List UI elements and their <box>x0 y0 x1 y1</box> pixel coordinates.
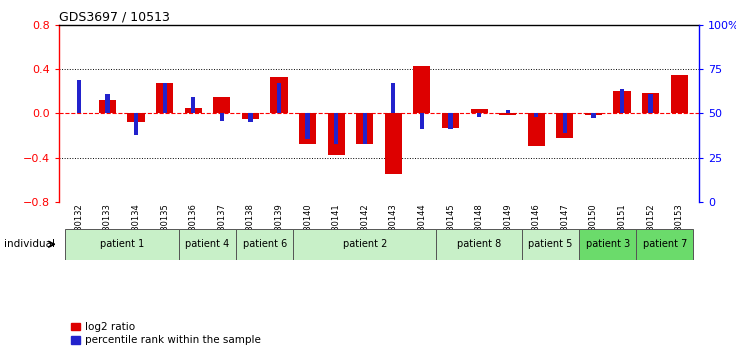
Text: patient 4: patient 4 <box>185 239 230 249</box>
Text: patient 1: patient 1 <box>99 239 144 249</box>
Bar <box>642 93 659 113</box>
Bar <box>585 113 602 115</box>
Bar <box>328 113 344 155</box>
Bar <box>414 66 431 113</box>
Bar <box>191 97 195 113</box>
Bar <box>448 113 453 129</box>
Bar <box>156 84 173 113</box>
Bar <box>670 75 687 113</box>
Bar <box>470 109 488 113</box>
Bar <box>392 84 395 113</box>
Bar <box>213 97 230 113</box>
Bar <box>436 229 522 259</box>
Bar <box>420 113 424 129</box>
Text: patient 5: patient 5 <box>528 239 573 249</box>
Bar <box>528 113 545 147</box>
Bar <box>299 113 316 144</box>
Bar <box>499 113 516 115</box>
Bar <box>134 113 138 136</box>
Bar <box>179 229 236 259</box>
Text: patient 3: patient 3 <box>586 239 630 249</box>
Bar <box>477 113 481 116</box>
Bar <box>127 113 145 122</box>
Text: patient 6: patient 6 <box>243 239 287 249</box>
Bar <box>219 113 224 121</box>
Bar <box>334 113 339 144</box>
Bar <box>163 84 167 113</box>
Text: patient 7: patient 7 <box>643 239 687 249</box>
Text: individual: individual <box>4 239 54 249</box>
Bar <box>637 229 693 259</box>
Bar <box>277 84 281 113</box>
Bar <box>363 113 367 144</box>
Bar <box>242 113 259 119</box>
Bar <box>613 91 631 113</box>
Bar <box>648 95 653 113</box>
Text: GDS3697 / 10513: GDS3697 / 10513 <box>59 11 170 24</box>
Bar <box>563 113 567 133</box>
Bar <box>442 113 459 128</box>
Bar <box>99 100 116 113</box>
Bar <box>506 110 510 113</box>
Bar <box>305 113 310 139</box>
Bar <box>620 89 624 113</box>
Bar <box>105 95 110 113</box>
Bar <box>293 229 436 259</box>
Text: patient 8: patient 8 <box>457 239 501 249</box>
Bar <box>77 80 81 113</box>
Text: patient 2: patient 2 <box>342 239 387 249</box>
Bar <box>591 113 595 118</box>
Bar <box>556 113 573 138</box>
Bar <box>236 229 293 259</box>
Bar <box>356 113 373 144</box>
Bar <box>65 229 179 259</box>
Bar <box>522 229 579 259</box>
Bar <box>248 113 252 122</box>
Bar <box>185 108 202 113</box>
Bar <box>385 113 402 174</box>
Bar <box>579 229 637 259</box>
Legend: log2 ratio, percentile rank within the sample: log2 ratio, percentile rank within the s… <box>71 322 261 345</box>
Bar <box>270 77 288 113</box>
Bar <box>534 113 539 116</box>
